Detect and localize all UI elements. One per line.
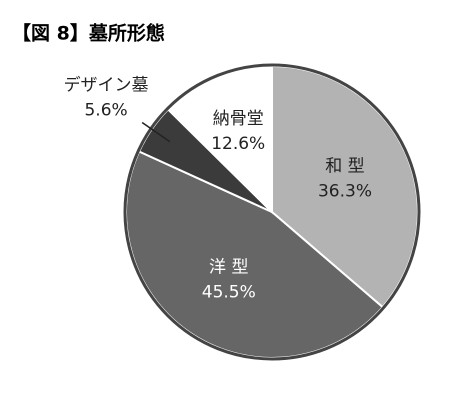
slice-label: デザイン墓 <box>64 75 149 96</box>
leader-line <box>141 121 171 143</box>
value-label: 45.5% <box>202 283 256 303</box>
value-label: 5.6% <box>84 101 127 121</box>
pie-outline <box>123 63 421 361</box>
slice-label: 和 型 <box>325 156 364 176</box>
value-label: 12.6% <box>211 134 265 154</box>
slice-label: 洋 型 <box>209 258 248 278</box>
chart-title: 【図 8】墓所形態 <box>12 22 165 45</box>
slice-label: 納骨堂 <box>213 109 264 129</box>
value-label: 36.3% <box>318 181 372 201</box>
